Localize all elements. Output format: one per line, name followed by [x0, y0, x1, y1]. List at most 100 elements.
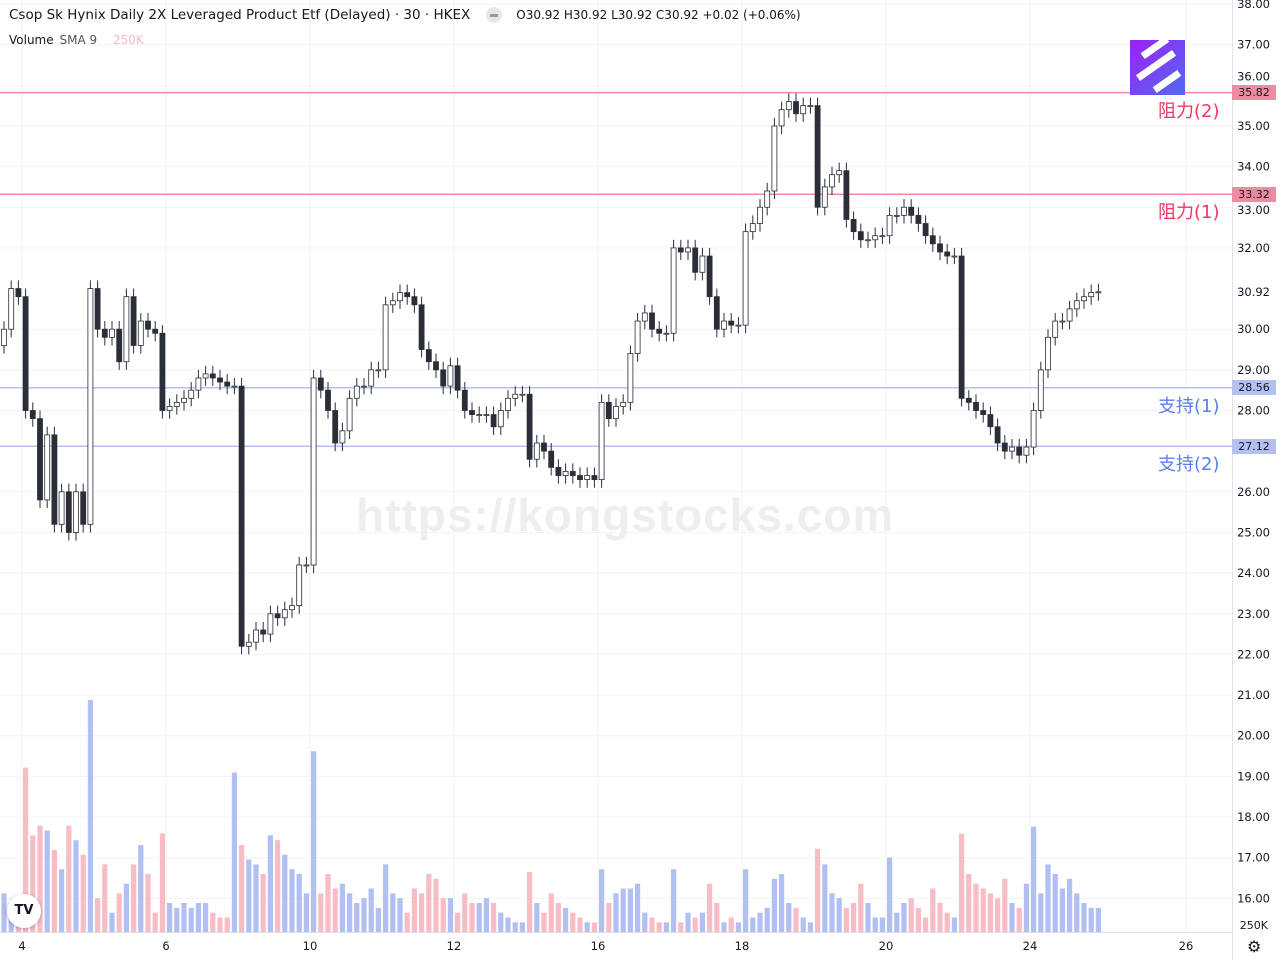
y-tick-label: 17.00 — [1237, 851, 1270, 865]
candle-body — [260, 629, 267, 635]
volume-bar — [433, 878, 439, 932]
volume-bar — [959, 833, 965, 932]
candle-body — [281, 609, 288, 619]
volume-bar — [944, 912, 950, 932]
volume-bar — [635, 883, 641, 932]
volume-bar — [145, 874, 151, 932]
candle-body — [584, 475, 591, 481]
volume-bar — [260, 874, 266, 932]
volume-bar — [491, 903, 497, 932]
x-tick-label: 12 — [447, 939, 462, 953]
candle-body — [44, 434, 51, 501]
volume-bar — [555, 903, 561, 932]
volume-bar — [188, 907, 194, 932]
candle-body — [569, 471, 576, 476]
volume-bar — [915, 907, 921, 932]
candle-body — [886, 214, 893, 237]
volume-bar — [721, 922, 727, 932]
volume-axis-tag — [1234, 917, 1276, 932]
symbol-title[interactable]: Csop Sk Hynix Daily 2X Leveraged Product… — [9, 7, 471, 23]
candle-body — [1, 328, 7, 346]
volume-bar — [584, 922, 590, 932]
volume-bar — [807, 922, 813, 932]
volume-bar — [102, 864, 108, 932]
gear-icon[interactable]: ⚙ — [1247, 937, 1262, 956]
volume-bar — [685, 912, 691, 932]
candle-body — [325, 389, 331, 411]
volume-bar — [1095, 907, 1101, 932]
volume-legend[interactable]: Volume SMA 9 250K — [9, 33, 144, 47]
volume-bar — [750, 917, 756, 932]
volume-bar — [462, 893, 468, 932]
candle-body — [908, 206, 915, 216]
last-price-tag — [1234, 283, 1276, 300]
volume-bar — [973, 883, 979, 932]
y-tick-label: 29.00 — [1237, 363, 1270, 377]
collapse-icon[interactable] — [486, 7, 503, 23]
volume-bar — [786, 903, 792, 932]
volume-bar — [224, 917, 230, 932]
volume-bar — [714, 903, 720, 932]
volume-bar — [872, 917, 878, 932]
candle-body — [944, 251, 951, 257]
y-tick-label: 38.00 — [1237, 0, 1270, 11]
candle-body — [425, 349, 432, 363]
candle-body — [317, 377, 324, 391]
volume-bar — [757, 912, 763, 932]
candle-body — [440, 369, 447, 387]
candle-body — [613, 406, 619, 420]
candle-body — [404, 292, 411, 298]
volume-bar — [923, 917, 929, 932]
volume-bar — [325, 874, 331, 932]
candle-body — [1081, 296, 1087, 302]
candle-body — [526, 393, 533, 460]
candle-body — [757, 206, 763, 224]
volume-bar — [1067, 878, 1073, 932]
candle-body — [677, 247, 684, 253]
volume-bar — [73, 840, 79, 932]
volume-bar — [253, 864, 259, 932]
volume-bar — [138, 845, 144, 932]
volume-bar — [397, 898, 403, 932]
volume-bar — [375, 907, 381, 932]
y-tick-label: 23.00 — [1237, 607, 1270, 621]
candle-body — [893, 214, 900, 217]
y-tick-label: 24.00 — [1237, 566, 1270, 580]
candle-body — [980, 410, 987, 415]
candle-body — [238, 385, 245, 647]
candle-body — [541, 442, 547, 452]
candle-body — [749, 223, 756, 233]
candle-body — [973, 401, 979, 411]
volume-bar — [159, 833, 165, 932]
candle-body — [807, 105, 814, 108]
volume-bar — [887, 857, 893, 932]
volume-bar — [771, 878, 777, 932]
tradingview-logo[interactable]: TV — [7, 894, 41, 928]
volume-bar — [210, 912, 216, 932]
volume-bar — [95, 898, 101, 932]
volume-bar — [131, 864, 137, 932]
volume-bar — [354, 903, 360, 932]
volume-bar — [843, 907, 849, 932]
volume-bar — [296, 874, 302, 932]
candle-body — [577, 475, 583, 481]
volume-bar — [1, 893, 7, 932]
candle-body — [469, 410, 475, 415]
volume-bar — [577, 917, 583, 932]
candle-body — [159, 332, 166, 411]
volume-bar — [404, 912, 410, 932]
volume-bar — [930, 888, 936, 932]
candle-body — [958, 255, 965, 399]
candle-body — [195, 377, 202, 391]
y-tick-label: 20.00 — [1237, 729, 1270, 743]
volume-bar — [1038, 893, 1044, 932]
candle-body — [231, 385, 238, 388]
volume-bar — [980, 888, 986, 932]
volume-bar — [656, 922, 662, 932]
candle-body — [1066, 308, 1073, 322]
candle-body — [821, 186, 828, 208]
candle-body — [692, 247, 699, 273]
volume-bar — [80, 854, 86, 932]
volume-bar — [966, 874, 972, 932]
